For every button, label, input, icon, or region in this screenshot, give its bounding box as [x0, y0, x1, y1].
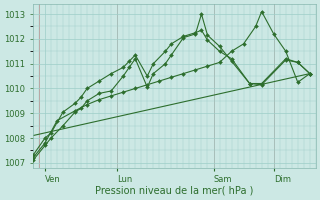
- X-axis label: Pression niveau de la mer( hPa ): Pression niveau de la mer( hPa ): [95, 186, 253, 196]
